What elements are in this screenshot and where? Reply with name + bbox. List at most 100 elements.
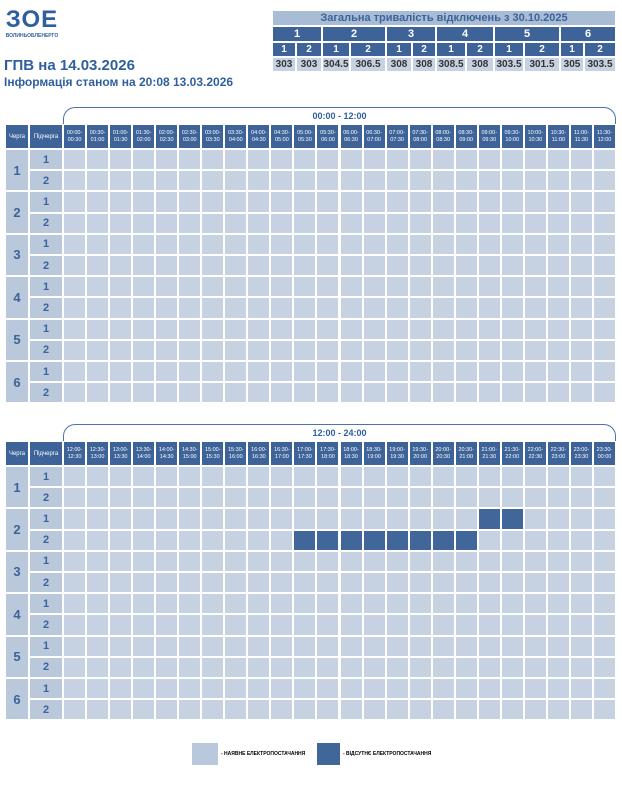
- power-cell: [201, 529, 225, 551]
- power-cell: [293, 466, 317, 488]
- power-cell: [293, 149, 317, 171]
- power-cell: [247, 487, 271, 509]
- power-cell: [86, 318, 110, 340]
- power-cell: [500, 529, 524, 551]
- power-cell: [316, 508, 340, 530]
- power-cell: [431, 593, 455, 615]
- power-cell: [293, 614, 317, 636]
- summary-value: 306.5: [350, 57, 386, 72]
- legend-off-swatch: [317, 743, 340, 765]
- power-cell: [477, 255, 501, 277]
- power-cell: [408, 339, 432, 361]
- power-cell: [592, 191, 616, 213]
- power-cell: [155, 614, 179, 636]
- power-cell: [63, 170, 87, 192]
- power-cell: [362, 593, 386, 615]
- slot-header: 13:30-14:00: [132, 441, 156, 466]
- power-cell: [132, 276, 156, 298]
- power-cell: [431, 487, 455, 509]
- power-cell: [385, 678, 409, 700]
- power-cell: [431, 212, 455, 234]
- power-cell: [270, 550, 294, 572]
- power-cell: [592, 382, 616, 404]
- power-cell: [316, 678, 340, 700]
- subqueue-label: 1: [29, 276, 63, 298]
- slot-header: 19:30-20:00: [408, 441, 432, 466]
- power-cell: [86, 529, 110, 551]
- power-cell: [477, 191, 501, 213]
- slot-header: 17:30-18:00: [316, 441, 340, 466]
- slot-header: 16:30-17:00: [270, 441, 294, 466]
- power-cell: [86, 593, 110, 615]
- power-cell: [431, 276, 455, 298]
- power-cell: [408, 656, 432, 678]
- summary-subqueue: 2: [584, 42, 616, 57]
- power-cell: [454, 508, 478, 530]
- power-cell: [270, 572, 294, 594]
- power-cell: [178, 339, 202, 361]
- power-cell: [408, 678, 432, 700]
- power-cell: [569, 635, 593, 657]
- power-cell: [339, 149, 363, 171]
- power-cell: [500, 382, 524, 404]
- power-cell: [523, 149, 547, 171]
- power-cell: [316, 487, 340, 509]
- power-cell: [523, 635, 547, 657]
- power-cell: [86, 382, 110, 404]
- slot-header: 00:30-01:00: [86, 124, 110, 149]
- outage-cell: [362, 529, 386, 551]
- power-cell: [270, 297, 294, 319]
- power-cell: [178, 614, 202, 636]
- power-cell: [86, 678, 110, 700]
- power-cell: [224, 466, 248, 488]
- power-cell: [546, 191, 570, 213]
- summary-value: 308: [412, 57, 436, 72]
- slot-header: 06:30-07:00: [362, 124, 386, 149]
- power-cell: [155, 466, 179, 488]
- power-cell: [316, 656, 340, 678]
- power-cell: [109, 361, 133, 383]
- power-cell: [569, 614, 593, 636]
- power-cell: [155, 149, 179, 171]
- power-cell: [247, 191, 271, 213]
- power-cell: [546, 614, 570, 636]
- power-cell: [385, 572, 409, 594]
- power-cell: [247, 297, 271, 319]
- power-cell: [178, 572, 202, 594]
- power-cell: [63, 699, 87, 721]
- power-cell: [546, 233, 570, 255]
- power-cell: [431, 339, 455, 361]
- power-cell: [546, 255, 570, 277]
- subqueue-label: 1: [29, 191, 63, 213]
- queue-label: 6: [5, 361, 29, 404]
- slot-header: 11:00-11:30: [569, 124, 593, 149]
- power-cell: [592, 614, 616, 636]
- outage-cell: [293, 529, 317, 551]
- power-cell: [316, 276, 340, 298]
- power-cell: [109, 149, 133, 171]
- power-cell: [592, 361, 616, 383]
- subqueue-label: 1: [29, 508, 63, 530]
- power-cell: [546, 149, 570, 171]
- info: Інформація станом на 20:08 13.03.2026: [4, 75, 234, 89]
- subqueue-header: Підчерга: [29, 124, 63, 149]
- power-cell: [500, 614, 524, 636]
- power-cell: [201, 678, 225, 700]
- power-cell: [569, 318, 593, 340]
- power-cell: [63, 255, 87, 277]
- power-cell: [109, 255, 133, 277]
- power-cell: [431, 297, 455, 319]
- power-cell: [385, 191, 409, 213]
- slot-header: 16:00-16:30: [247, 441, 271, 466]
- power-cell: [477, 318, 501, 340]
- power-cell: [431, 318, 455, 340]
- power-cell: [385, 318, 409, 340]
- power-cell: [201, 635, 225, 657]
- power-cell: [454, 656, 478, 678]
- power-cell: [109, 297, 133, 319]
- power-cell: [247, 529, 271, 551]
- power-cell: [270, 318, 294, 340]
- subqueue-label: 1: [29, 361, 63, 383]
- power-cell: [109, 635, 133, 657]
- power-cell: [546, 297, 570, 319]
